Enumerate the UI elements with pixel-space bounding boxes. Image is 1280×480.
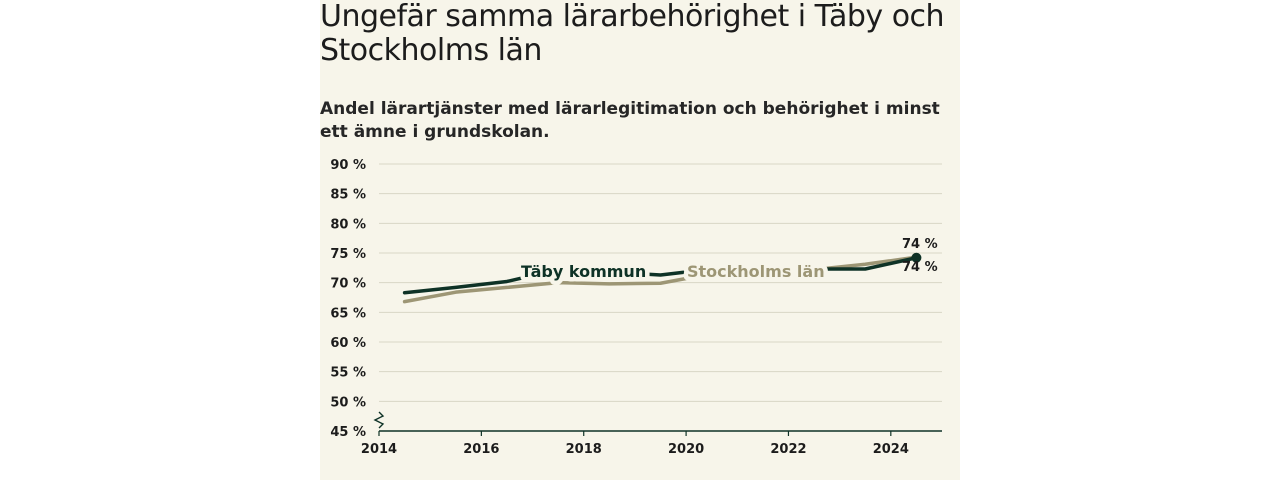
y-tick-label: 50 % (330, 395, 366, 410)
x-tick-label: 2014 (361, 442, 397, 457)
series-label-taby-kommun: Täby kommun (521, 262, 646, 281)
end-value-label-stockholms-lan: 74 % (902, 237, 938, 252)
series-label-stockholms-lan: Stockholms län (687, 262, 825, 281)
line-chart: 45 % 50 % 55 % 60 % 65 % 70 % 75 % 80 % 85 % 90 %… (330, 158, 942, 457)
y-tick-label: 85 % (330, 188, 366, 203)
axis-break-icon (373, 411, 385, 429)
x-tick-label: 2018 (566, 442, 602, 457)
series-line-stockholms-lan (402, 255, 919, 304)
y-tick-label: 60 % (330, 336, 366, 351)
chart-title: Ungefär samma lärarbehörighet i Täby och… (320, 0, 945, 68)
y-tick-label: 70 % (330, 277, 366, 292)
y-tick-label: 75 % (330, 247, 366, 262)
series-end-marker (911, 252, 922, 263)
y-tick-label: 45 % (330, 425, 366, 440)
end-value-label-taby-kommun: 74 % (902, 260, 938, 275)
y-tick-label: 65 % (330, 306, 366, 321)
chart-subtitle: Andel lärartjänster med lärarlegitimatio… (320, 99, 940, 142)
series-line-taby-kommun (402, 255, 919, 295)
x-tick-label: 2016 (463, 442, 499, 457)
y-tick-label: 90 % (330, 158, 366, 173)
x-tick-label: 2024 (873, 442, 909, 457)
y-tick-label: 80 % (330, 217, 366, 232)
chart-panel: Ungefär samma lärarbehörighet i Täby och… (320, 0, 960, 480)
y-tick-label: 55 % (330, 366, 366, 381)
x-tick-label: 2020 (668, 442, 704, 457)
x-tick-label: 2022 (770, 442, 806, 457)
